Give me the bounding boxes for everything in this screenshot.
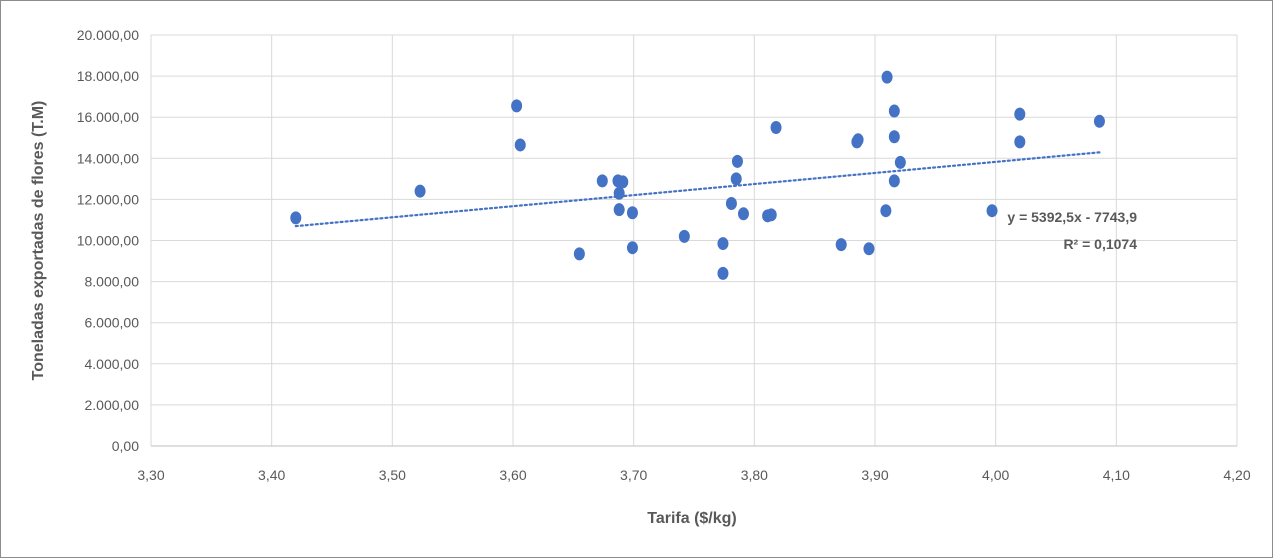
data-point [617,175,629,189]
data-point [881,70,893,84]
data-point [626,206,638,220]
data-point [678,229,690,243]
data-point [725,197,737,211]
y-tick-label: 10.000,00 [77,233,139,249]
x-tick-label: 3,30 [137,467,164,483]
data-point [511,99,523,113]
y-tick-label: 0,00 [112,438,139,454]
data-point [290,211,302,225]
x-axis-ticks: 3,30 3,40 3,50 3,60 3,70 3,80 3,90 4,00 4,10 4,20 [137,467,1250,483]
data-point [717,237,729,251]
x-tick-label: 3,50 [379,467,406,483]
x-tick-label: 3,70 [620,467,647,483]
y-tick-label: 6.000,00 [85,315,140,331]
y-tick-label: 18.000,00 [77,68,139,84]
trendline-group [294,151,1101,228]
y-tick-label: 16.000,00 [77,109,139,125]
data-point [414,184,426,198]
y-tick-label: 4.000,00 [85,356,140,372]
x-tick-label: 3,90 [861,467,888,483]
x-tick-label: 4,00 [982,467,1009,483]
data-point [894,155,906,169]
data-point [888,174,900,188]
trendline [294,151,1101,228]
gridlines [150,34,1238,446]
x-tick-label: 3,60 [499,467,526,483]
data-point [888,130,900,144]
data-point [596,174,608,188]
x-tick-label: 4,20 [1223,467,1250,483]
y-axis-title: Toneladas exportadas de flores (T.M) [30,101,47,381]
data-point [1093,114,1105,128]
trendline-r-squared: R² = 0,1074 [1063,236,1137,252]
data-point [613,203,625,217]
data-point [765,208,777,222]
data-point [717,266,729,280]
data-points [290,70,1105,280]
data-point [880,204,892,218]
data-point [852,133,864,147]
trendline-equation: y = 5392,5x - 7743,9 [1007,209,1137,225]
data-point [730,172,742,186]
data-point [888,104,900,118]
y-tick-label: 8.000,00 [85,274,140,290]
data-point [626,241,638,255]
y-tick-label: 12.000,00 [77,191,139,207]
y-tick-label: 20.000,00 [77,27,139,43]
x-tick-label: 3,80 [741,467,768,483]
y-tick-label: 14.000,00 [77,150,139,166]
data-point [514,138,526,152]
y-tick-label: 2.000,00 [85,397,140,413]
data-point [1014,107,1026,121]
x-tick-label: 3,40 [258,467,285,483]
data-point [573,247,585,261]
y-axis-ticks: 0,00 2.000,00 4.000,00 6.000,00 8.000,00 10.0… [77,27,140,454]
data-point [863,242,875,256]
x-tick-label: 4,10 [1103,467,1130,483]
data-point [1014,135,1026,149]
data-point [731,154,743,168]
data-point [613,186,625,200]
data-point [737,207,749,221]
data-point [986,204,998,218]
data-point [835,238,847,252]
data-point [770,120,782,134]
x-axis-title: Tarifa ($/kg) [647,510,737,527]
